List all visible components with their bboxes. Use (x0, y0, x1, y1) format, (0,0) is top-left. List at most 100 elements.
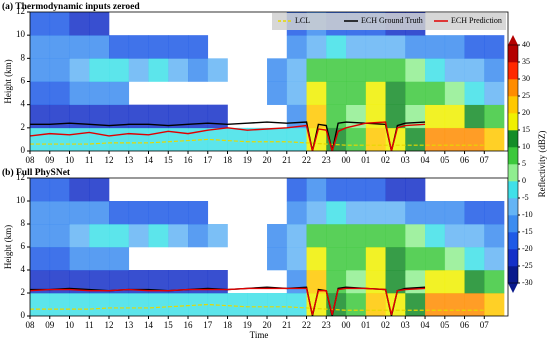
legend-box (272, 13, 506, 30)
reflectivity-cell (464, 81, 485, 105)
reflectivity-cell (365, 247, 386, 271)
x-tick-label: 02 (381, 155, 390, 165)
chart-title: (b) Full PhySNet (2, 167, 71, 178)
reflectivity-cell (484, 104, 505, 129)
reflectivity-cell (385, 201, 406, 225)
reflectivity-cell (365, 178, 386, 202)
x-tick-label: 04 (421, 155, 431, 165)
reflectivity-cell (346, 201, 367, 225)
reflectivity-cell (207, 270, 228, 294)
reflectivity-cell (148, 104, 169, 129)
reflectivity-cell (188, 201, 209, 225)
reflectivity-cell (168, 104, 189, 129)
reflectivity-cell (89, 58, 110, 82)
reflectivity-cell (128, 270, 149, 294)
reflectivity-cell (49, 12, 70, 36)
reflectivity-cell (405, 293, 426, 316)
reflectivity-cell (306, 178, 327, 202)
reflectivity-cell (267, 81, 288, 105)
reflectivity-cell (444, 35, 465, 59)
x-tick-label: 17 (203, 155, 213, 165)
reflectivity-cell (326, 201, 347, 225)
reflectivity-cell (168, 270, 189, 294)
y-tick-label: 6 (21, 241, 26, 251)
reflectivity-cell (484, 127, 505, 151)
reflectivity-cell (444, 127, 465, 151)
x-tick-label: 16 (184, 155, 194, 165)
reflectivity-cell (49, 178, 70, 202)
reflectivity-cell (365, 270, 386, 294)
reflectivity-cell (49, 35, 70, 59)
reflectivity-cell (30, 247, 51, 271)
colorbar-extend-bottom (508, 283, 518, 293)
colorbar-segment (508, 45, 518, 63)
colorbar-tick-label: -30 (522, 278, 533, 287)
x-tick-label: 14 (144, 320, 154, 330)
reflectivity-cell (267, 58, 288, 82)
reflectivity-cell (464, 35, 485, 59)
reflectivity-cell (89, 201, 110, 225)
colorbar-tick-label: 40 (522, 40, 530, 49)
x-tick-label: 07 (480, 155, 490, 165)
reflectivity-cell (128, 104, 149, 129)
colorbar-segment (508, 232, 518, 250)
reflectivity-cell (286, 270, 307, 294)
reflectivity-cell (286, 178, 307, 202)
colorbar-tick-label: 15 (522, 125, 530, 134)
reflectivity-cell (425, 81, 446, 105)
reflectivity-cell (148, 224, 169, 248)
reflectivity-cell (306, 35, 327, 59)
x-tick-label: 22 (302, 320, 311, 330)
x-tick-label: 21 (282, 155, 291, 165)
reflectivity-cell (69, 58, 90, 82)
reflectivity-cell (326, 224, 347, 248)
colorbar-segment (508, 96, 518, 114)
plot-area (30, 178, 505, 316)
reflectivity-cell (188, 104, 209, 129)
reflectivity-cell (444, 81, 465, 105)
reflectivity-cell (49, 104, 70, 129)
reflectivity-cell (69, 224, 90, 248)
reflectivity-cell (89, 104, 110, 129)
reflectivity-cell (128, 201, 149, 225)
x-tick-label: 20 (263, 155, 273, 165)
reflectivity-cell (89, 224, 110, 248)
reflectivity-cell (128, 127, 149, 151)
colorbar-tick-label: 30 (522, 74, 530, 83)
reflectivity-cell (385, 178, 406, 202)
reflectivity-cell (69, 201, 90, 225)
reflectivity-cell (464, 293, 485, 316)
reflectivity-cell (168, 293, 189, 316)
reflectivity-cell (109, 104, 130, 129)
x-tick-label: 06 (460, 320, 470, 330)
reflectivity-cell (484, 58, 505, 82)
reflectivity-cell (188, 224, 209, 248)
reflectivity-cell (30, 12, 51, 36)
reflectivity-cell (109, 35, 130, 59)
reflectivity-cell (444, 293, 465, 316)
colorbar-segment (508, 113, 518, 131)
reflectivity-cell (464, 127, 485, 151)
reflectivity-cell (148, 293, 169, 316)
reflectivity-cell (89, 270, 110, 294)
colorbar-segment (508, 266, 518, 284)
legend-label: LCL (295, 16, 310, 25)
reflectivity-cell (227, 127, 248, 151)
x-tick-label: 03 (401, 320, 411, 330)
reflectivity-cell (444, 201, 465, 225)
reflectivity-cell (286, 247, 307, 271)
colorbar-segment (508, 215, 518, 233)
x-tick-label: 11 (85, 155, 94, 165)
reflectivity-cell (405, 58, 426, 82)
reflectivity-cell (484, 81, 505, 105)
series-line (30, 121, 426, 151)
reflectivity-cell (128, 293, 149, 316)
colorbar-tick-label: 25 (522, 91, 530, 100)
x-tick-label: 19 (243, 155, 253, 165)
y-tick-label: 8 (21, 52, 26, 62)
reflectivity-cell (128, 35, 149, 59)
reflectivity-cell (109, 270, 130, 294)
reflectivity-cell (306, 81, 327, 105)
reflectivity-cell (168, 35, 189, 59)
